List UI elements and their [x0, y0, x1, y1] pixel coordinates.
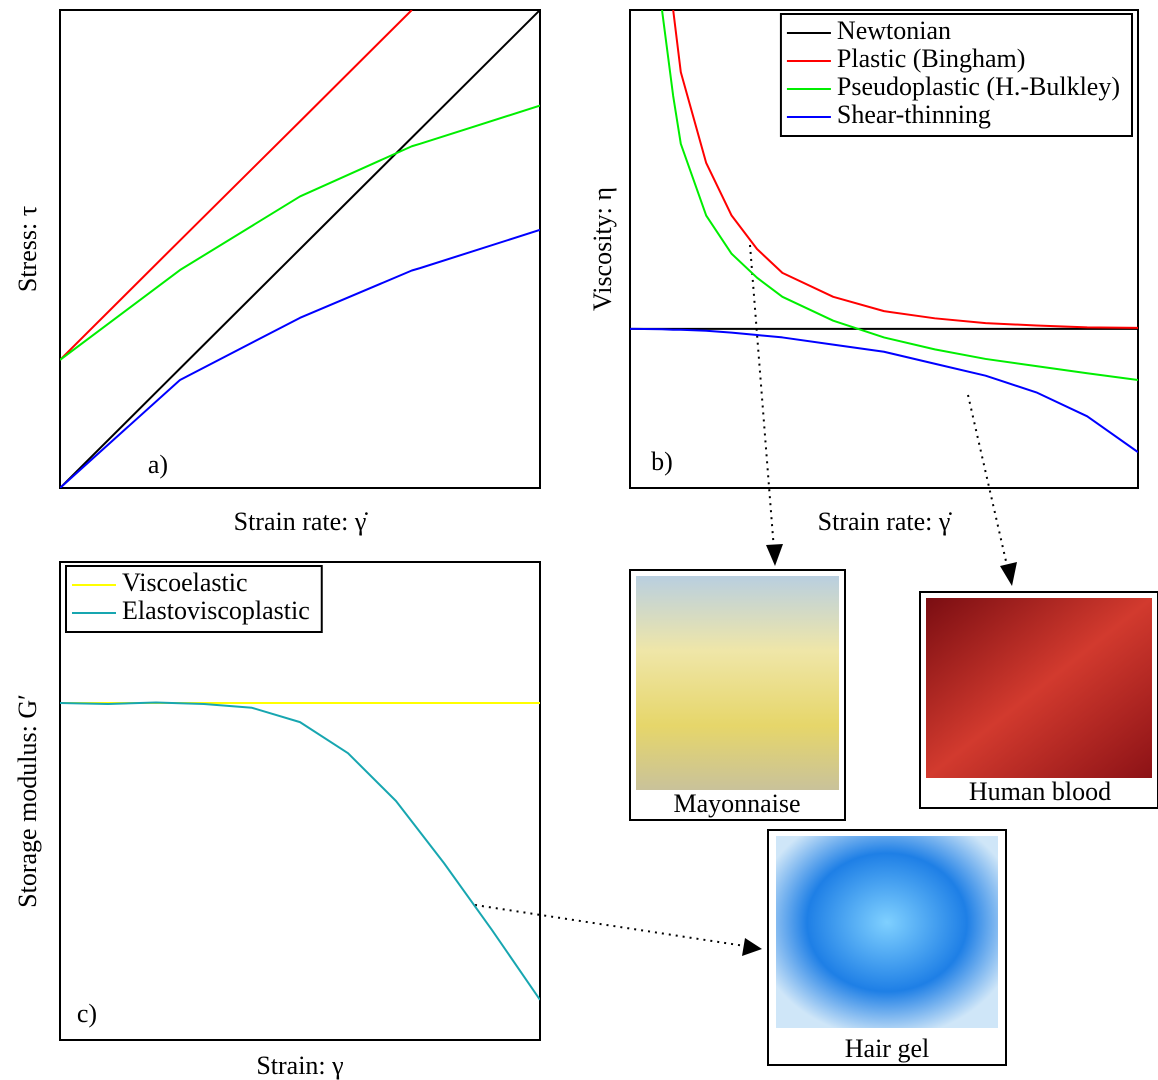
- x-axis-label: Strain: γ: [256, 1051, 343, 1080]
- plot-frame: [60, 562, 540, 1040]
- legend-label: Newtonian: [837, 16, 951, 45]
- series-line: [60, 10, 412, 360]
- series-line: [60, 230, 540, 488]
- photo-mayonnaise: Mayonnaise: [630, 570, 845, 820]
- photo-caption: Mayonnaise: [673, 789, 800, 818]
- photo-gel: Hair gel: [768, 830, 1006, 1065]
- photo-caption: Human blood: [969, 777, 1111, 806]
- y-axis-label: Storage modulus: G′: [13, 694, 42, 908]
- annotation: a): [148, 450, 168, 479]
- series-line: [60, 703, 540, 1000]
- legend-label: Viscoelastic: [122, 568, 248, 597]
- annotation: b): [651, 447, 673, 476]
- legend-label: Plastic (Bingham): [837, 44, 1025, 73]
- photo-caption: Hair gel: [845, 1034, 929, 1063]
- figure: Mayonnaise Human blood Hair gel a) Strain…: [0, 0, 1158, 1080]
- series-line: [60, 10, 540, 488]
- x-axis-label: Strain rate: γ̇: [818, 507, 953, 536]
- legend-label: Shear-thinning: [837, 100, 991, 129]
- photo-blood: Human blood: [920, 592, 1158, 808]
- legend-label: Pseudoplastic (H.-Bulkley): [837, 72, 1120, 101]
- y-axis-label: Stress: τ: [13, 206, 42, 292]
- annotation: c): [77, 999, 97, 1028]
- x-axis-label: Strain rate: γ̇: [234, 507, 369, 536]
- legend-label: Elastoviscoplastic: [122, 596, 310, 625]
- series-line: [630, 329, 1138, 452]
- y-axis-label: Viscosity: η: [588, 187, 617, 311]
- series-line: [60, 106, 540, 360]
